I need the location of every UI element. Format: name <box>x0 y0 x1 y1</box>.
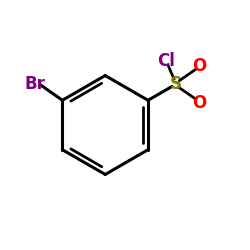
Text: S: S <box>170 75 182 93</box>
Text: O: O <box>192 94 206 112</box>
Text: Cl: Cl <box>157 52 175 70</box>
Text: Br: Br <box>24 75 45 93</box>
Text: O: O <box>192 57 206 75</box>
